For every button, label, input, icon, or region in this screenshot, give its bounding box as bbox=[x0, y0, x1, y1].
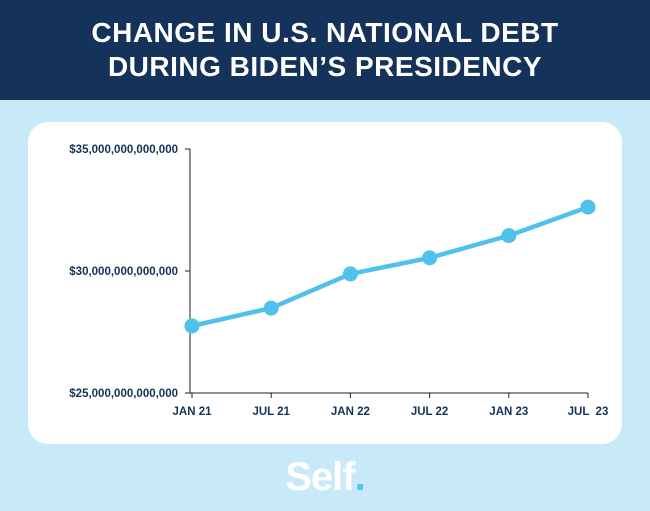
logo-dot: . bbox=[354, 455, 366, 499]
data-point bbox=[184, 318, 200, 334]
x-tick-label: JAN 23 bbox=[489, 406, 528, 418]
data-point bbox=[342, 266, 358, 282]
title-line-2: DURING BIDEN’S PRESIDENCY bbox=[107, 51, 543, 82]
x-tick-label: JAN 21 bbox=[173, 406, 213, 418]
x-tick-label: JAN 22 bbox=[331, 406, 370, 418]
x-tick-label: JUL 22 bbox=[411, 406, 449, 418]
y-tick-label: $30,000,000,000,000 bbox=[69, 266, 178, 278]
header-banner: CHANGE IN U.S. NATIONAL DEBT DURING BIDE… bbox=[0, 0, 650, 100]
y-tick-label: $25,000,000,000,000 bbox=[69, 388, 178, 400]
series-line bbox=[189, 204, 591, 329]
x-tick-label: JUL 23 bbox=[568, 406, 609, 418]
logo-text: Self bbox=[285, 455, 355, 499]
title-line-1: CHANGE IN U.S. NATIONAL DEBT bbox=[91, 17, 559, 48]
data-point bbox=[580, 199, 596, 215]
self-logo: Self. bbox=[0, 455, 650, 500]
x-tick-label: JUL 21 bbox=[252, 406, 290, 418]
data-point bbox=[263, 300, 279, 316]
data-point bbox=[501, 228, 517, 244]
data-point bbox=[422, 250, 438, 266]
y-tick-label: $35,000,000,000,000 bbox=[69, 144, 178, 156]
